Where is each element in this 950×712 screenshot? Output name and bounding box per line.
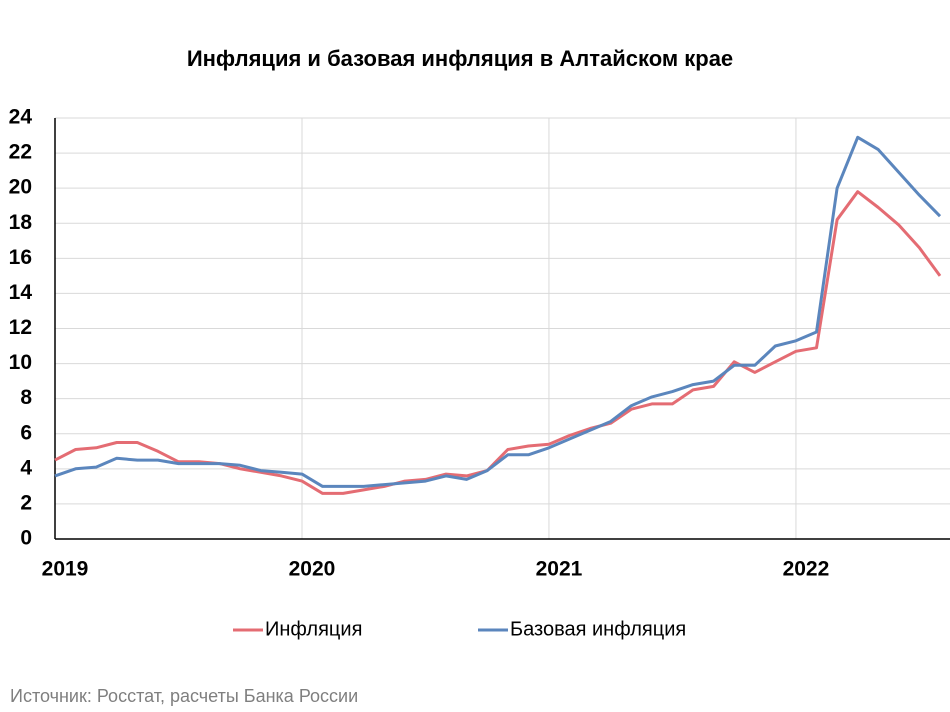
- y-tick-label: 10: [9, 351, 32, 374]
- y-tick-label: 2: [20, 491, 32, 514]
- series-line: [54, 190, 942, 495]
- y-tick-label: 14: [9, 281, 33, 304]
- source-note: Источник: Росстат, расчеты Банка России: [10, 686, 358, 706]
- legend-label: Базовая инфляция: [510, 618, 686, 640]
- y-tick-label: 18: [9, 211, 33, 234]
- y-tick-label: 22: [9, 141, 32, 164]
- y-tick-label: 12: [9, 316, 32, 339]
- y-tick-label: 16: [9, 246, 32, 269]
- chart-title: Инфляция и базовая инфляция в Алтайском …: [187, 46, 733, 71]
- x-tick-label: 2020: [289, 558, 336, 581]
- x-tick-label: 2021: [536, 558, 583, 581]
- x-tick-label: 2022: [783, 558, 830, 581]
- series-line: [54, 135, 942, 488]
- y-tick-label: 24: [9, 106, 33, 129]
- y-tick-label: 0: [20, 527, 32, 550]
- x-tick-label: 2019: [42, 558, 89, 581]
- legend-label: Инфляция: [265, 618, 362, 640]
- y-tick-label: 6: [20, 421, 32, 444]
- y-tick-label: 4: [20, 456, 32, 479]
- y-tick-label: 8: [20, 386, 32, 409]
- y-tick-label: 20: [9, 176, 32, 199]
